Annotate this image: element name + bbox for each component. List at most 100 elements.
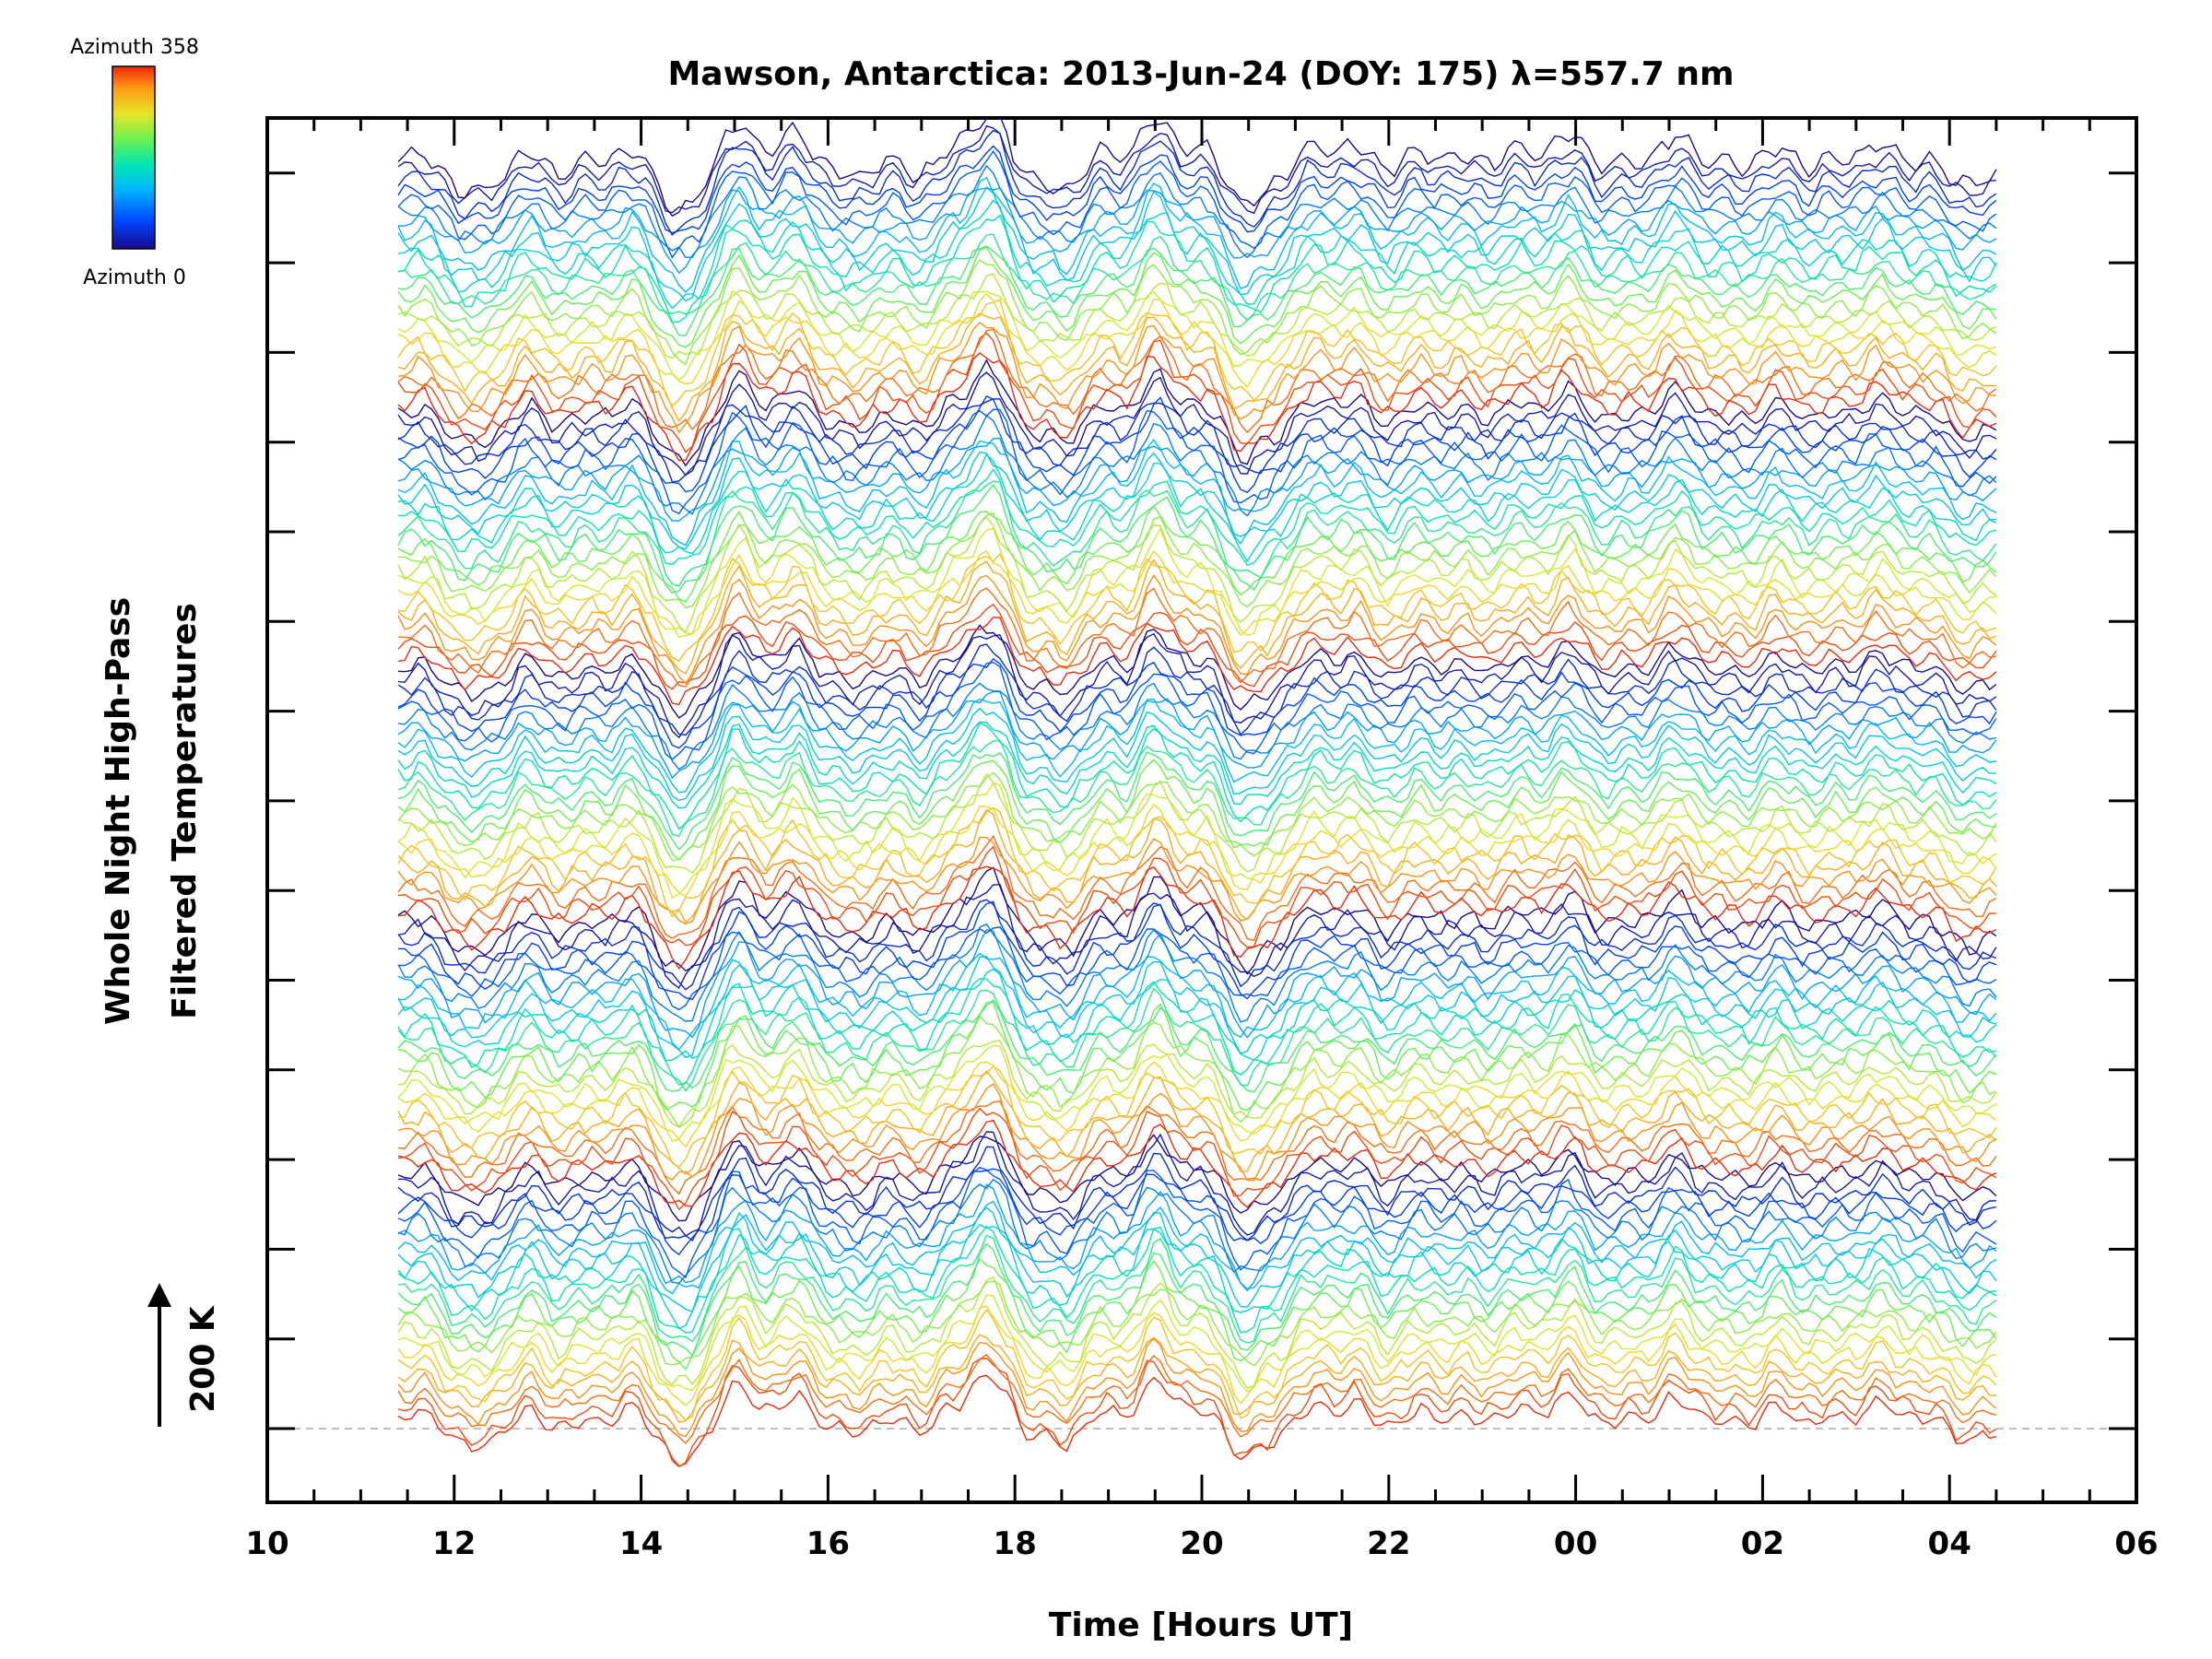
series-group [397, 118, 1997, 1468]
series-line [397, 834, 1997, 942]
series-line [397, 439, 1997, 547]
series-line [397, 552, 1997, 663]
series-line [397, 480, 1997, 587]
series-line [397, 1334, 1996, 1423]
x-tick-label: 16 [806, 1525, 850, 1562]
series-line [397, 1100, 1997, 1195]
series-line [397, 698, 1996, 794]
series-line [397, 1166, 1997, 1279]
x-tick-label: 12 [432, 1525, 476, 1562]
plot-frame [265, 116, 2138, 1504]
series-line [397, 259, 1997, 366]
series-line [397, 1223, 1996, 1330]
series-line [397, 624, 1997, 719]
series-line [397, 1134, 1997, 1222]
series-line [397, 246, 1997, 348]
series-line [397, 1258, 1997, 1371]
series-line [397, 292, 1997, 388]
series-line [397, 118, 1997, 218]
series-line [397, 352, 1997, 462]
series-line [397, 1374, 1997, 1467]
x-tick-label: 20 [1180, 1525, 1223, 1562]
series-line [397, 515, 1997, 634]
series-line [397, 1276, 1997, 1390]
series-line [397, 657, 1997, 749]
series-line [397, 332, 1997, 453]
series-line [397, 1242, 1997, 1357]
series-line [397, 603, 1997, 690]
axis-ticks [265, 118, 2138, 1502]
series-line [397, 1065, 1997, 1169]
series-line [397, 739, 1997, 838]
series-line [397, 1178, 1997, 1285]
series-line [397, 549, 1997, 638]
series-line [397, 1308, 1997, 1422]
chart-title: Mawson, Antarctica: 2013-Jun-24 (DOY: 17… [667, 55, 1734, 93]
series-line [397, 1061, 1997, 1148]
series-line [397, 437, 1997, 522]
series-line [397, 512, 1997, 608]
series-line [397, 968, 1997, 1062]
series-line [397, 923, 1997, 1023]
series-line [397, 929, 1997, 1039]
series-line [397, 398, 1997, 483]
series-line [397, 1294, 1997, 1393]
scale-bar: 200 K [147, 1283, 222, 1427]
series-line [397, 1200, 1997, 1295]
x-tick-label: 00 [1554, 1525, 1597, 1562]
series-line [397, 865, 1997, 971]
series-line [397, 214, 1997, 324]
y-axis-label-line1: Whole Night High-Pass [100, 597, 137, 1025]
series-line [397, 1305, 1997, 1406]
series-line [397, 682, 1997, 771]
series-line [397, 1353, 1997, 1444]
colorbar-top-label: Azimuth 358 [70, 36, 199, 59]
series-line [397, 587, 1996, 688]
series-line [397, 186, 1997, 302]
series-line [397, 883, 1997, 990]
series-line [397, 394, 1997, 494]
colorbar-gradient [112, 65, 156, 250]
series-line [397, 707, 1996, 802]
scale-bar-arrowhead [147, 1283, 171, 1307]
series-line [397, 771, 1997, 861]
series-line [397, 690, 1997, 780]
series-line [397, 808, 1997, 924]
series-line [397, 359, 1997, 467]
series-line [397, 273, 1997, 359]
series-line [397, 1069, 1997, 1176]
series-line [398, 900, 1997, 1001]
series-line [397, 1083, 1997, 1182]
series-line [397, 1146, 1997, 1241]
x-tick-label: 14 [619, 1525, 663, 1562]
x-tick-label: 22 [1367, 1525, 1410, 1562]
series-line [397, 1044, 1997, 1142]
series-line [397, 999, 1997, 1093]
series-line [398, 468, 1997, 567]
series-line [397, 124, 1996, 215]
series-line [397, 759, 1997, 862]
x-tick-label: 10 [245, 1525, 288, 1562]
x-tick-label: 18 [994, 1525, 1037, 1562]
series-line [397, 321, 1996, 434]
series-line [397, 1107, 1997, 1211]
series-line [397, 845, 1996, 948]
series-line [397, 1040, 1997, 1128]
series-line [397, 952, 1997, 1051]
series-line [397, 129, 1997, 237]
series-line [397, 414, 1997, 517]
x-tick-label: 06 [2114, 1525, 2158, 1562]
series-line [397, 245, 1996, 336]
colorbar: Azimuth 358 Azimuth 0 [70, 36, 199, 289]
series-line [397, 573, 1997, 685]
x-tick-label: 02 [1741, 1525, 1784, 1562]
series-line [397, 722, 1997, 830]
series-line [398, 1131, 1996, 1237]
series-line [397, 955, 1997, 1059]
series-line [397, 164, 1997, 259]
series-line [397, 199, 1997, 310]
y-axis-label-line2: Filtered Temperatures [166, 603, 204, 1019]
series-line [397, 806, 1997, 918]
series-line [397, 661, 1997, 760]
